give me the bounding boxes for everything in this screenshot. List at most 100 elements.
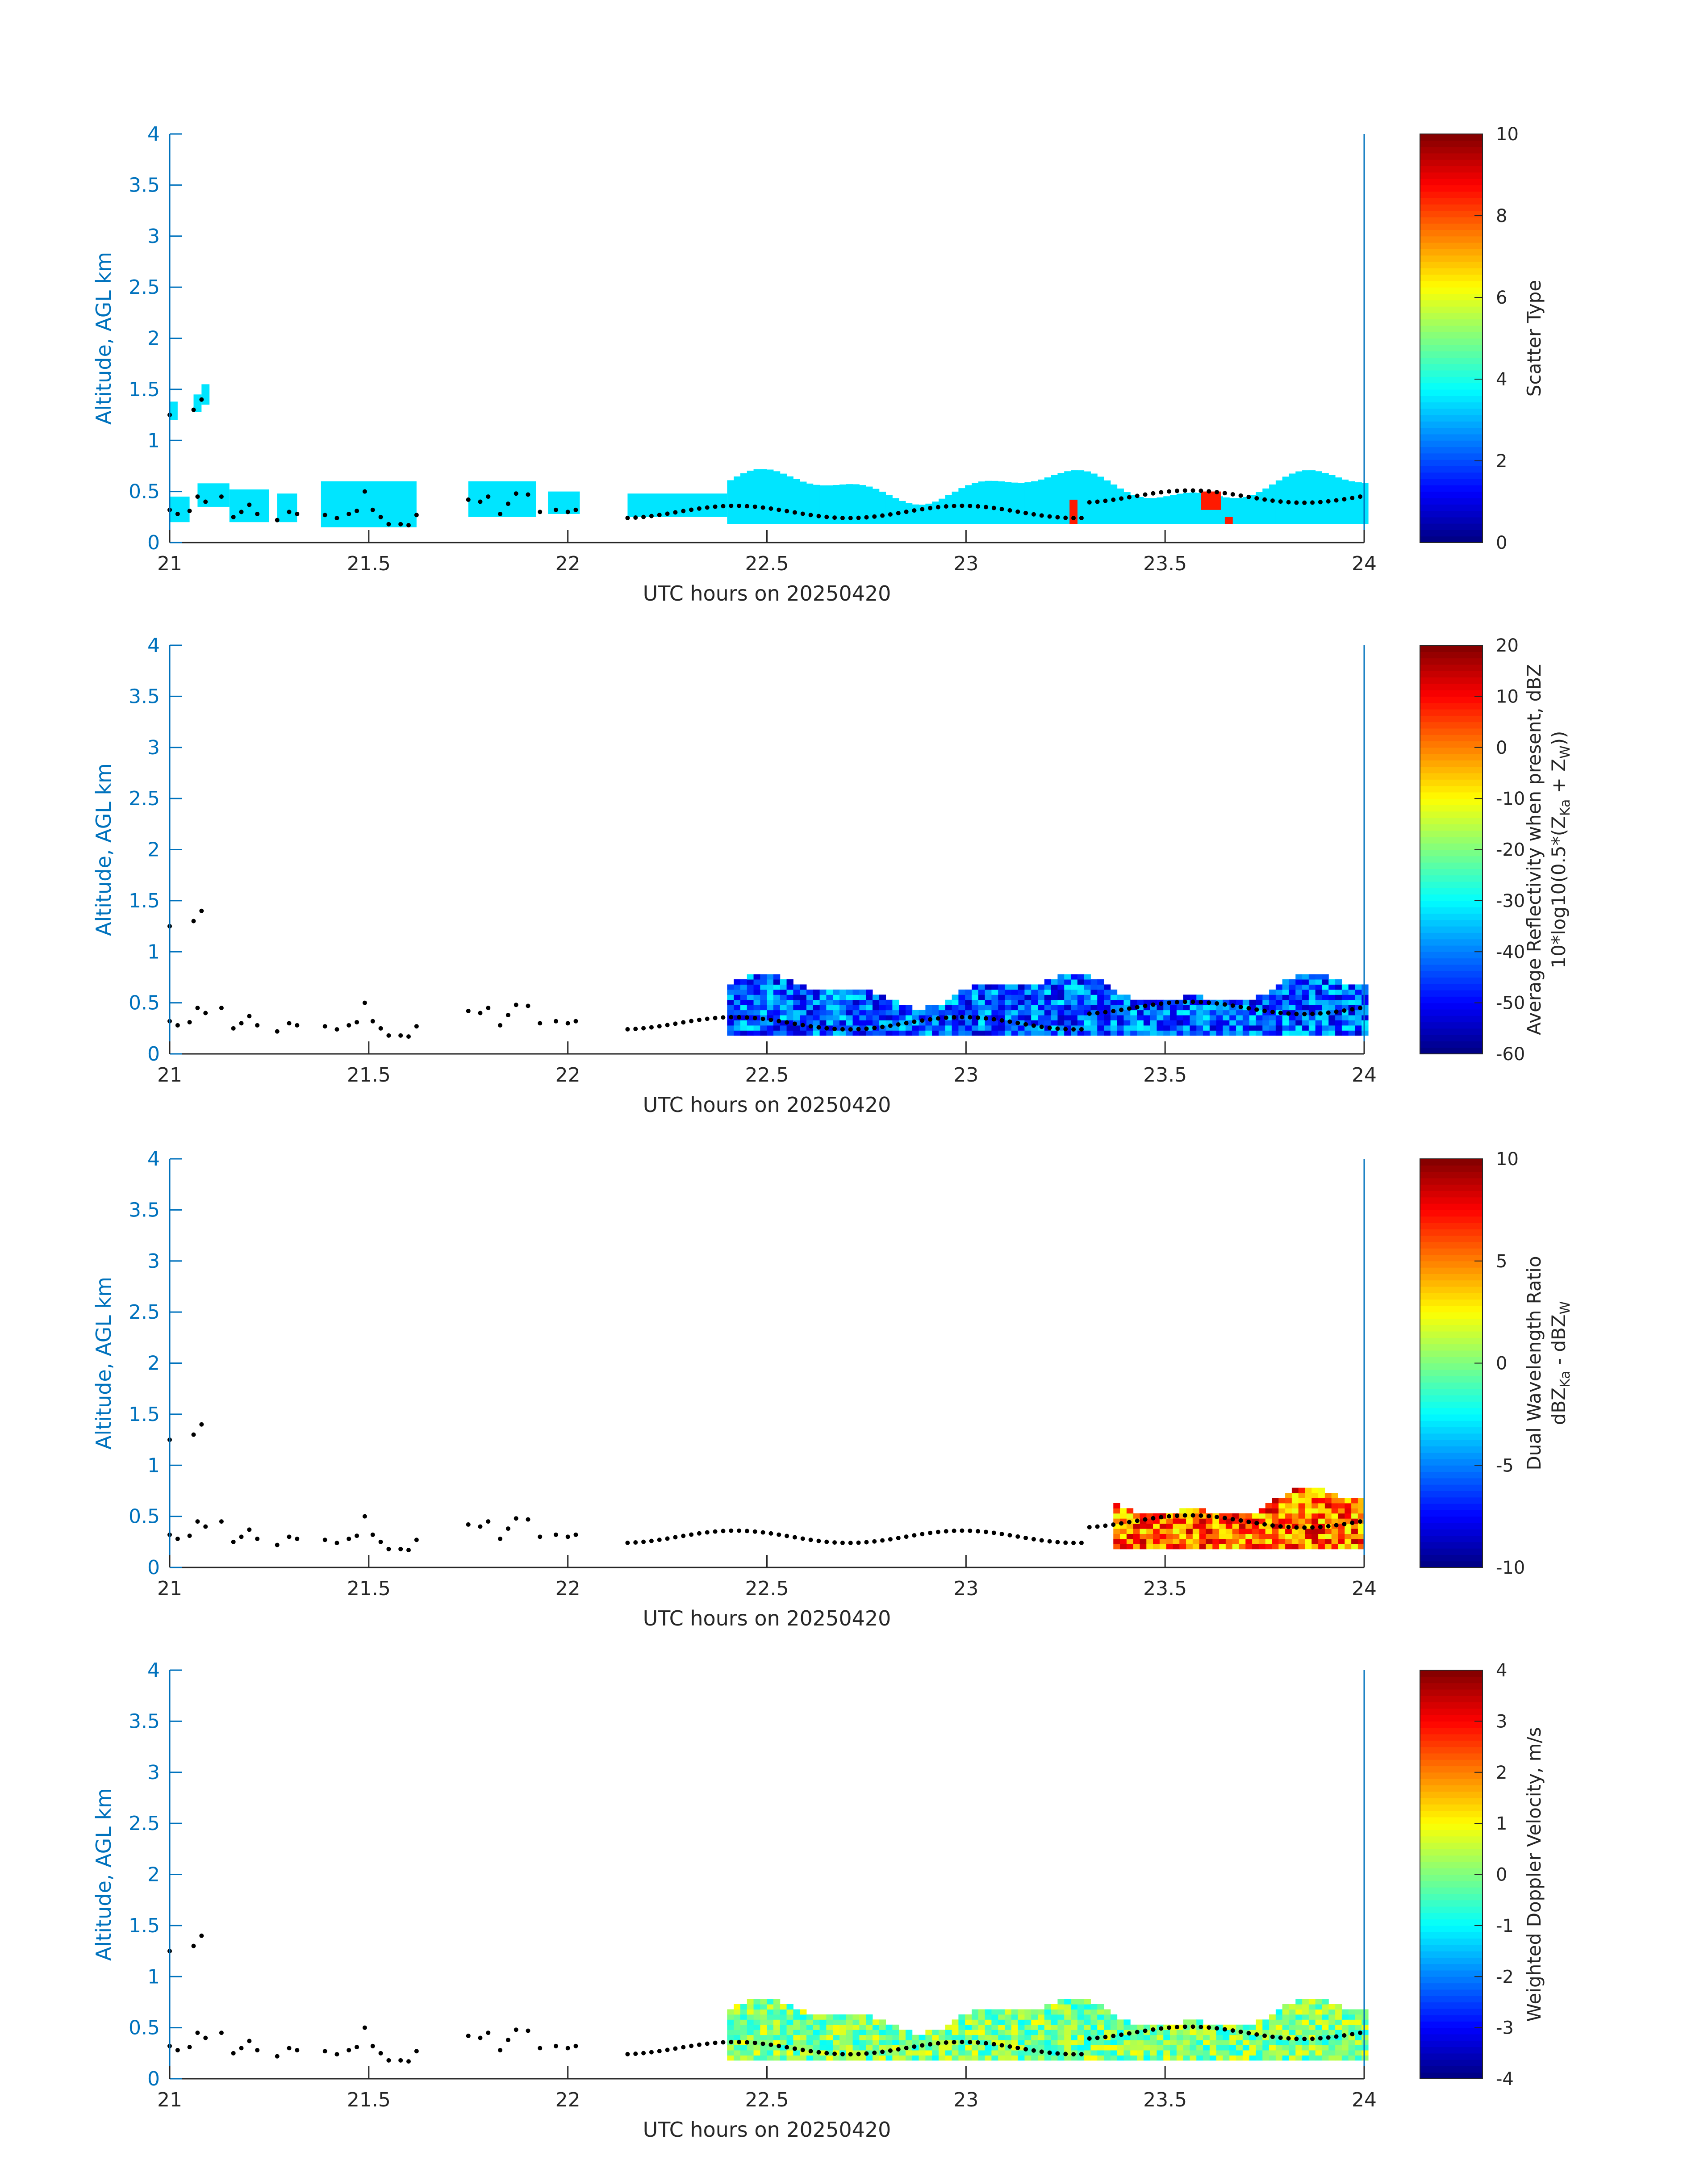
colorbar-cell <box>1420 983 1482 990</box>
heatmap-cell <box>1216 999 1223 1005</box>
altitude-marker <box>777 1019 781 1024</box>
altitude-markers <box>167 1933 1363 2064</box>
heatmap-cell <box>1120 1513 1127 1519</box>
heatmap-cell <box>1163 496 1170 524</box>
heatmap-cell <box>1331 1538 1339 1544</box>
heatmap-cell <box>773 2024 781 2030</box>
altitude-marker <box>1215 490 1219 495</box>
colorbar-cell <box>1420 1791 1482 1798</box>
heatmap-cell <box>945 999 952 1005</box>
colorbar-cell <box>1420 881 1482 888</box>
colorbar-cell <box>1420 869 1482 876</box>
y-tick-label: 4 <box>147 1659 160 1682</box>
colorbar-cell <box>1420 824 1482 831</box>
heatmap-cell <box>1311 1523 1319 1529</box>
altitude-marker <box>1246 2031 1251 2035</box>
heatmap-cell <box>767 2035 774 2040</box>
heatmap-cell <box>1262 2045 1270 2051</box>
heatmap-cell <box>1018 2045 1025 2051</box>
heatmap-cell <box>1077 2009 1085 2015</box>
colorbar-label: Dual Wavelength Ratio <box>1523 1256 1545 1470</box>
heatmap-cell <box>971 984 979 990</box>
heatmap-cell <box>1348 984 1355 990</box>
heatmap-cell <box>1051 2014 1058 2020</box>
altitude-marker <box>295 2047 300 2052</box>
heatmap-cell <box>958 1005 965 1011</box>
heatmap-cell <box>1355 482 1362 524</box>
heatmap-cell <box>1159 1544 1167 1550</box>
altitude-marker <box>999 1532 1004 1537</box>
colorbar-cell <box>1420 945 1482 952</box>
heatmap-cell <box>1298 1503 1305 1508</box>
heatmap-cell <box>740 2024 748 2030</box>
heatmap-cell <box>1355 1010 1362 1015</box>
altitude-marker <box>880 513 885 518</box>
heatmap-cell <box>1278 1513 1286 1519</box>
colorbar-cell <box>1420 760 1482 767</box>
colorbar-cell <box>1420 1779 1482 1785</box>
heatmap-cell <box>1163 1010 1170 1015</box>
heatmap-cell <box>1311 1538 1319 1544</box>
heatmap-cell <box>773 974 781 980</box>
heatmap-cell <box>1341 2045 1349 2051</box>
heatmap-cell <box>892 2024 899 2030</box>
heatmap-cell <box>773 2055 781 2061</box>
heatmap-cell <box>833 1020 840 1026</box>
altitude-marker <box>334 1541 339 1546</box>
heatmap-cell <box>1341 1005 1349 1011</box>
heatmap-cell <box>1150 1025 1157 1031</box>
colorbar-formula: dBZKa - dBZW <box>1548 1301 1573 1425</box>
heatmap-cell <box>1192 1538 1200 1544</box>
heatmap-cell <box>727 1005 734 1011</box>
heatmap-cell <box>1232 1529 1239 1534</box>
heatmap-cell <box>786 1010 793 1015</box>
heatmap-cell <box>991 984 998 990</box>
heatmap-cell <box>819 1010 827 1015</box>
heatmap-cell <box>1064 2040 1071 2046</box>
heatmap-cell <box>1322 1999 1329 2005</box>
altitude-marker <box>1199 999 1203 1004</box>
heatmap-cell <box>786 2050 793 2056</box>
heatmap-cell <box>1090 2045 1098 2051</box>
altitude-marker <box>848 1541 853 1546</box>
heatmap-cell <box>998 999 1005 1005</box>
altitude-marker <box>1230 1517 1235 1521</box>
altitude-marker <box>414 1538 419 1542</box>
heatmap-cell <box>1143 999 1151 1005</box>
heatmap-cell <box>1282 1030 1289 1036</box>
x-tick-label: 22.5 <box>745 1064 789 1086</box>
altitude-marker <box>287 510 292 514</box>
heatmap-cell <box>1322 984 1329 990</box>
altitude-marker <box>737 2039 742 2044</box>
heatmap-cell <box>1275 2030 1283 2035</box>
colorbar-cell <box>1420 1458 1482 1466</box>
heatmap-cell <box>1315 2019 1322 2025</box>
heatmap-cell <box>1265 1534 1272 1539</box>
heatmap-cell <box>1031 989 1038 995</box>
y-tick-label: 0 <box>147 1556 160 1579</box>
heatmap-cell <box>1071 1010 1078 1015</box>
heatmap-cell <box>932 2030 939 2035</box>
heatmap-cell <box>1216 1015 1223 1021</box>
heatmap-cell <box>1038 2030 1045 2035</box>
heatmap-cell <box>872 1020 880 1026</box>
altitude-marker <box>792 510 797 515</box>
heatmap-cell <box>1322 1015 1329 1021</box>
altitude-marker <box>406 2059 411 2064</box>
altitude-marker <box>526 1003 530 1008</box>
heatmap-cell <box>1308 2014 1316 2020</box>
heatmap-cell <box>793 2050 800 2056</box>
heatmap-cell <box>1120 1538 1127 1544</box>
heatmap-cell <box>760 1025 767 1031</box>
heatmap-cell <box>1225 1523 1233 1529</box>
heatmap-cell <box>1173 1534 1180 1539</box>
heatmap-cell <box>1209 1020 1217 1026</box>
altitude-marker <box>840 2052 845 2056</box>
altitude-marker <box>322 1538 327 1542</box>
heatmap-cell <box>1051 1020 1058 1026</box>
heatmap-cell <box>1196 2055 1203 2061</box>
altitude-marker <box>633 2052 638 2056</box>
colorbar-cell <box>1420 900 1482 907</box>
heatmap-cell <box>1229 1010 1236 1015</box>
